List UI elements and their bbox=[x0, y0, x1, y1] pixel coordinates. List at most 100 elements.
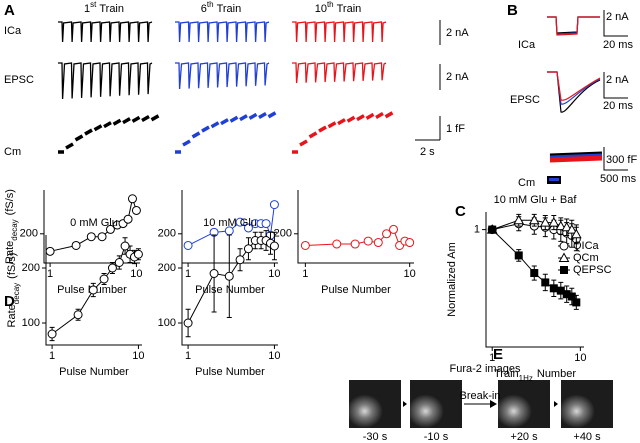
epsc-trace bbox=[292, 62, 387, 84]
marker bbox=[300, 240, 310, 250]
marker bbox=[261, 219, 271, 229]
text-part: st bbox=[90, 0, 97, 9]
cm-trace bbox=[141, 114, 150, 122]
marker bbox=[183, 240, 193, 250]
cm-trace bbox=[308, 131, 318, 139]
x-tick-label: 10 bbox=[132, 350, 144, 362]
marker bbox=[555, 220, 567, 231]
marker bbox=[539, 217, 551, 227]
text-part: 1Hz bbox=[519, 374, 533, 383]
marker bbox=[114, 258, 124, 267]
x-tick-label: 10 bbox=[268, 268, 280, 280]
scale-label: 2 nA bbox=[606, 74, 629, 86]
marker bbox=[572, 298, 581, 307]
marker bbox=[269, 200, 279, 210]
text-part: th bbox=[207, 0, 214, 9]
text-part: decay bbox=[10, 219, 19, 240]
row-label: EPSC bbox=[4, 74, 34, 86]
y-tick-label: 100 bbox=[158, 317, 176, 329]
marker bbox=[405, 238, 415, 248]
cm-trace bbox=[131, 115, 141, 123]
cm-trace bbox=[84, 128, 93, 136]
cm-trace bbox=[365, 112, 375, 120]
time-label: -10 s bbox=[424, 431, 449, 443]
marker bbox=[86, 232, 96, 242]
text-part: Train bbox=[99, 3, 124, 15]
scale-label: 20 ms bbox=[603, 39, 633, 51]
marker bbox=[235, 217, 245, 227]
marker bbox=[373, 238, 383, 248]
marker bbox=[127, 194, 137, 204]
x-tick-label: 1 bbox=[302, 268, 308, 280]
marker bbox=[513, 214, 525, 225]
text-part: Rate bbox=[4, 241, 16, 264]
legend-label: QCm bbox=[573, 252, 599, 264]
cm-trace bbox=[201, 125, 210, 133]
text-part: 1 bbox=[84, 3, 90, 15]
text-part: Normalized Am bbox=[446, 242, 458, 317]
train-title: 6th Train bbox=[201, 0, 241, 15]
text-part: Pulse Number bbox=[195, 284, 265, 296]
cm-trace bbox=[318, 125, 327, 133]
cm-trace bbox=[182, 139, 191, 147]
x-tick-label: 1 bbox=[489, 352, 495, 364]
row-label: ICa bbox=[518, 39, 536, 51]
marker bbox=[332, 239, 342, 249]
marker bbox=[47, 329, 57, 339]
x-tick-label: 10 bbox=[268, 350, 280, 362]
text-part: Pulse Number bbox=[59, 366, 129, 378]
ica-trace bbox=[292, 21, 387, 43]
scale-label: 500 ms bbox=[600, 173, 637, 185]
text-part: Train bbox=[217, 3, 242, 15]
train-title: 1st Train bbox=[84, 0, 124, 15]
b-ica-trace bbox=[547, 16, 600, 34]
x-tick-label: 1 bbox=[49, 350, 55, 362]
cm-trace bbox=[346, 115, 356, 123]
marker bbox=[224, 271, 234, 281]
marker bbox=[530, 269, 539, 278]
x-tick-label: 1 bbox=[185, 268, 191, 280]
x-axis-label: Pulse Number bbox=[59, 366, 129, 378]
marker bbox=[71, 240, 81, 250]
text-part: Pulse Number bbox=[321, 284, 391, 296]
fura-image bbox=[349, 380, 401, 428]
b-cm-baseline bbox=[549, 178, 559, 181]
cm-trace bbox=[258, 111, 267, 119]
marker bbox=[269, 241, 279, 251]
cm-trace bbox=[122, 117, 131, 125]
marker bbox=[133, 249, 143, 259]
marker bbox=[243, 244, 253, 254]
cm-trace bbox=[299, 139, 308, 147]
y-tick-label: 100 bbox=[22, 317, 40, 329]
panel-label: A bbox=[4, 2, 15, 19]
marker bbox=[488, 225, 497, 234]
marker bbox=[567, 292, 576, 301]
cm-trace bbox=[239, 114, 248, 122]
scale-label: 2 nA bbox=[446, 27, 469, 39]
panel-label: D bbox=[4, 293, 15, 310]
b-epsc-trace bbox=[547, 71, 601, 105]
text-part: Train bbox=[337, 3, 362, 15]
arrow-label: Break-in bbox=[460, 390, 501, 402]
axes bbox=[485, 212, 584, 348]
scale-label: 1 fF bbox=[446, 123, 465, 135]
marker bbox=[541, 278, 550, 287]
marker bbox=[88, 285, 98, 295]
marker bbox=[560, 266, 568, 274]
text-part: Rate bbox=[6, 304, 18, 327]
arrowhead bbox=[554, 401, 558, 407]
ica-trace bbox=[58, 21, 153, 43]
marker bbox=[105, 224, 115, 234]
cm-trace bbox=[229, 115, 239, 123]
cm-trace bbox=[93, 124, 103, 132]
marker bbox=[350, 239, 360, 249]
marker bbox=[183, 318, 193, 328]
scale-bar bbox=[603, 72, 628, 99]
b-cm-trace bbox=[549, 155, 603, 163]
scale-label: 2 nA bbox=[606, 11, 629, 23]
marker bbox=[99, 274, 109, 284]
text-part: Train bbox=[494, 368, 519, 380]
cm-trace bbox=[150, 114, 160, 122]
